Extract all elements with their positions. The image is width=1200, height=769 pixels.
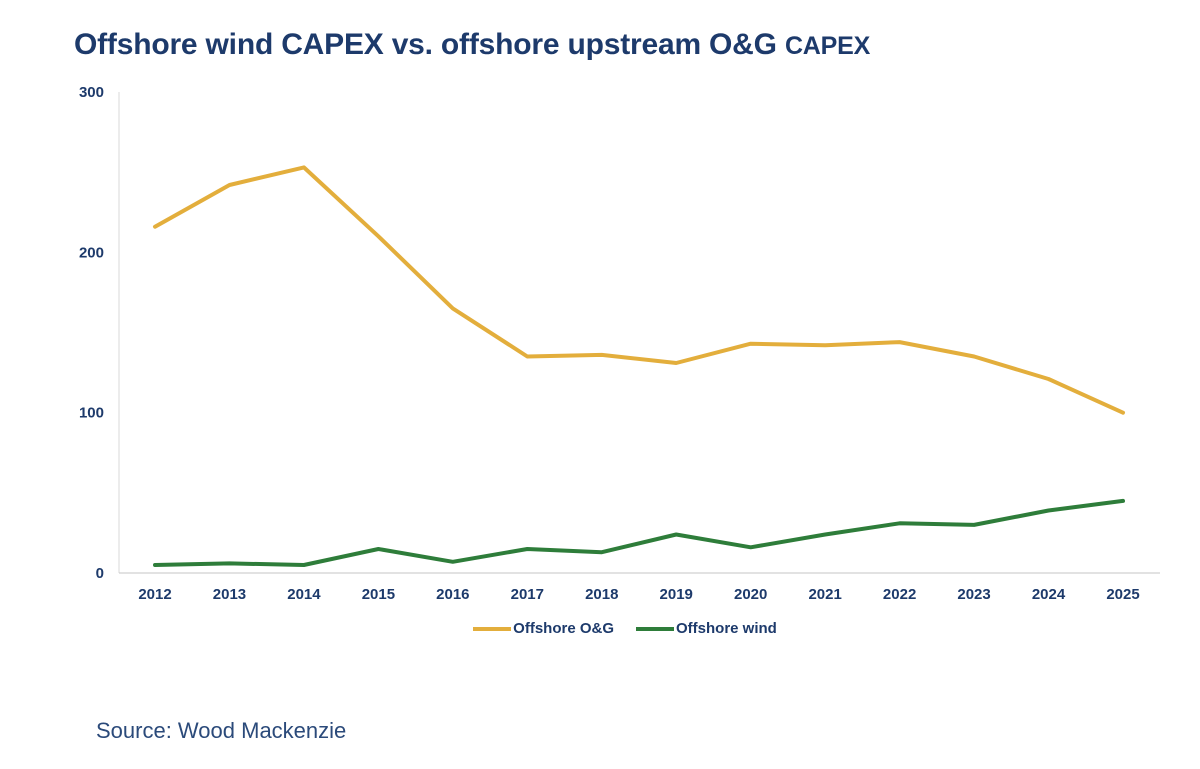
legend-item-offshore-og: Offshore O&G [473,620,614,637]
x-tick-label: 2021 [808,586,841,603]
y-tick-label: 200 [79,244,104,261]
series-line-offshore-o-g [153,165,1125,415]
x-tick-label: 2019 [660,586,693,603]
legend-item-offshore-wind: Offshore wind [636,620,777,637]
legend-swatch-offshore-og [473,626,512,631]
source-note: Source: Wood Mackenzie [96,718,347,743]
x-tick-label: 2012 [138,586,171,603]
chart-legend: Offshore O&G Offshore wind [0,620,1200,637]
x-tick-label: 2016 [436,586,469,603]
x-tick-label: 2018 [585,586,618,603]
series-line-offshore-wind [153,498,1125,567]
x-tick-label: 2015 [362,586,395,603]
x-tick-label: 2022 [883,586,916,603]
chart-title: Offshore wind CAPEX vs. offshore upstrea… [74,28,870,62]
x-tick-label: 2025 [1106,586,1139,603]
x-tick-label: 2020 [734,586,767,603]
x-tick-label: 2014 [287,586,321,603]
legend-label-offshore-og: Offshore O&G [513,620,614,637]
x-tick-label: 2017 [511,586,544,603]
y-tick-label: 0 [96,565,104,582]
y-tick-label: 300 [79,84,104,101]
legend-swatch-offshore-wind [636,626,674,631]
chart-title-main: Offshore wind CAPEX vs. offshore upstrea… [74,28,777,61]
legend-label-offshore-wind: Offshore wind [676,620,777,637]
chart-title-suffix: CAPEX [784,32,871,60]
x-tick-label: 2024 [1032,586,1066,603]
x-tick-label: 2023 [957,586,990,603]
y-tick-label: 100 [79,405,104,422]
x-tick-label: 2013 [213,586,246,603]
